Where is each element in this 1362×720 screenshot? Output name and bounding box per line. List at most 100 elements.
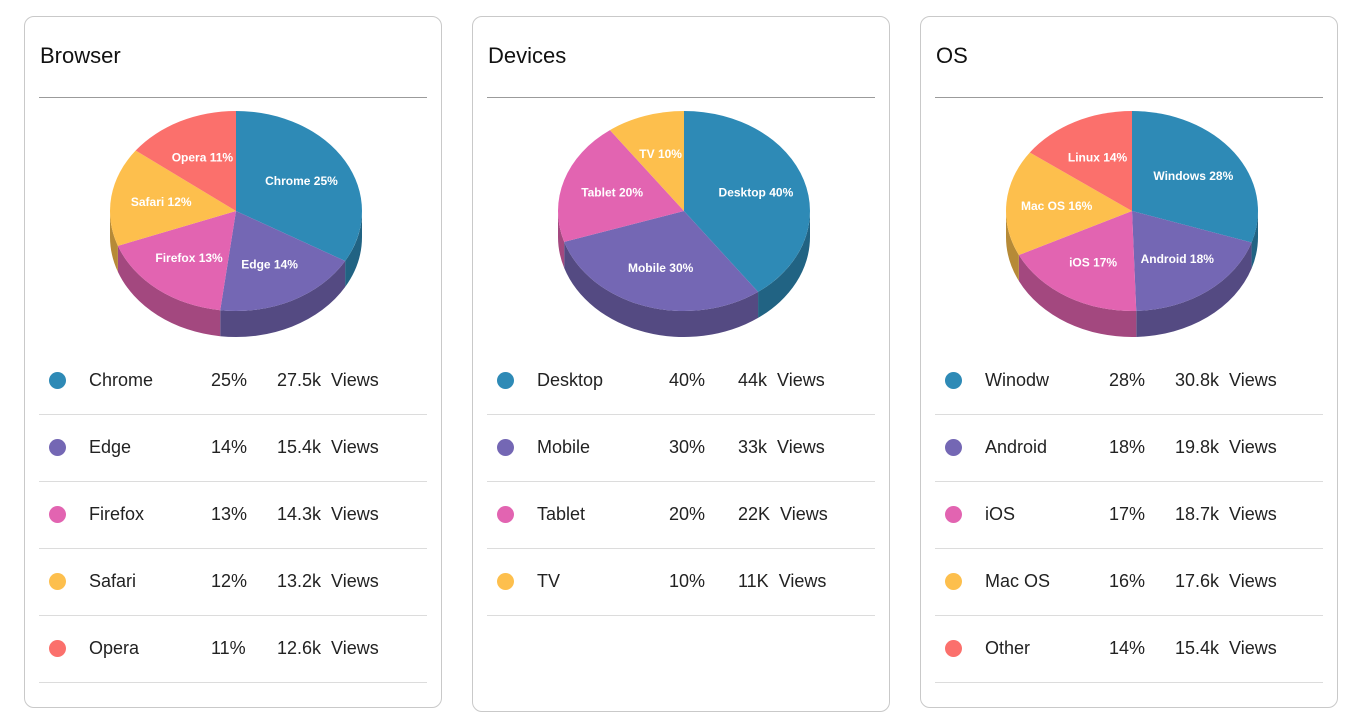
- legend-views: 22K Views: [738, 504, 828, 525]
- pie-slice: [1132, 211, 1252, 311]
- legend-dot-icon: [497, 506, 514, 523]
- pie-slice-side: [1136, 242, 1252, 337]
- legend-percent: 17%: [1109, 504, 1146, 524]
- slice-label: Windows 28%: [1153, 169, 1233, 183]
- views-count: 15.4k: [1175, 638, 1220, 658]
- legend-row: Other 14% 15.4k Views: [935, 616, 1323, 683]
- legend-dot-icon: [49, 573, 66, 590]
- legend-views: 15.4k Views: [1175, 638, 1277, 659]
- card-title: Devices: [488, 43, 567, 68]
- pie-slice-side: [564, 241, 759, 338]
- pie-slice: [1029, 111, 1132, 211]
- pie-slice: [236, 111, 362, 261]
- legend-row: Opera 11% 12.6k Views: [39, 616, 427, 683]
- slice-label: Linux 14%: [1068, 151, 1128, 165]
- legend-row: iOS 17% 18.7k Views: [935, 482, 1323, 549]
- legend-dot-icon: [945, 573, 962, 590]
- views-unit: Views: [1229, 638, 1277, 658]
- slice-label: Opera 11%: [172, 150, 234, 164]
- legend-percent: 12%: [211, 571, 248, 591]
- views-unit: Views: [1229, 437, 1277, 457]
- legend-dot-icon: [945, 439, 962, 456]
- legend-views: 44k Views: [738, 370, 825, 391]
- pie-slice-side: [345, 211, 362, 287]
- legend-dot-icon: [49, 640, 66, 657]
- title-divider: [487, 97, 875, 98]
- legend-dot-icon: [49, 372, 66, 389]
- pie-slice-side: [1006, 211, 1019, 282]
- legend-percent: 14%: [211, 437, 248, 457]
- pie-slice: [684, 111, 810, 292]
- views-count: 17.6k: [1175, 571, 1220, 591]
- legend-name: Mac OS: [985, 571, 1051, 591]
- pie-chart: Chrome 25% Edge 14% Firefox 13% Safari 12% O…: [109, 111, 362, 337]
- legend-percent: 30%: [669, 437, 706, 457]
- views-count: 19.8k: [1175, 437, 1220, 457]
- legend-name: Winodw: [985, 370, 1050, 390]
- legend-percent: 14%: [1109, 638, 1146, 658]
- legend-name: Edge: [89, 437, 132, 457]
- legend-name: Chrome: [89, 370, 154, 390]
- slice-label: Android 18%: [1141, 252, 1215, 266]
- os-card: OS Windows 28% Android 18% iOS 17% Mac OS 1…: [920, 16, 1338, 708]
- pie-slice-side: [1018, 255, 1137, 338]
- title-divider: [39, 97, 427, 98]
- legend-views: 11K Views: [738, 571, 826, 592]
- legend-views: 30.8k Views: [1175, 370, 1277, 391]
- legend-dot-icon: [945, 372, 962, 389]
- pie-slice: [564, 211, 759, 311]
- card-title: OS: [936, 43, 968, 68]
- legend-dot-icon: [497, 372, 514, 389]
- views-count: 30.8k: [1175, 370, 1220, 390]
- views-unit: Views: [1229, 370, 1277, 390]
- pie-slice: [609, 111, 684, 211]
- views-unit: Views: [331, 571, 379, 591]
- pie-slice-side: [758, 211, 810, 318]
- legend-row: Tablet 20% 22K Views: [487, 482, 875, 549]
- pie-slice: [117, 211, 236, 311]
- legend-name: Other: [985, 638, 1031, 658]
- views-count: 33k: [738, 437, 768, 457]
- legend-name: Mobile: [537, 437, 591, 457]
- pie-chart: Desktop 40% Mobile 30% Tablet 20% TV 10%: [558, 111, 810, 338]
- views-unit: Views: [777, 370, 825, 390]
- legend-dot-icon: [497, 439, 514, 456]
- slice-label: Safari 12%: [131, 195, 192, 209]
- legend-row: Android 18% 19.8k Views: [935, 415, 1323, 482]
- legend-name: iOS: [985, 504, 1016, 524]
- views-count: 22K: [738, 504, 771, 524]
- legend-percent: 40%: [669, 370, 706, 390]
- legend-row: Firefox 13% 14.3k Views: [39, 482, 427, 549]
- views-unit: Views: [331, 638, 379, 658]
- legend-name: TV: [537, 571, 561, 591]
- legend-views: 13.2k Views: [277, 571, 379, 592]
- legend-row: Chrome 25% 27.5k Views: [39, 348, 427, 415]
- views-unit: Views: [1229, 571, 1277, 591]
- legend-views: 17.6k Views: [1175, 571, 1277, 592]
- views-unit: Views: [780, 504, 828, 524]
- pie-slice-side: [117, 245, 221, 337]
- views-count: 13.2k: [277, 571, 322, 591]
- legend-dot-icon: [49, 439, 66, 456]
- views-count: 44k: [738, 370, 768, 390]
- legend-row: Safari 12% 13.2k Views: [39, 549, 427, 616]
- legend-name: Opera: [89, 638, 140, 658]
- legend-name: Tablet: [537, 504, 586, 524]
- slice-label: Mac OS 16%: [1021, 199, 1093, 213]
- views-count: 14.3k: [277, 504, 322, 524]
- views-count: 11K: [738, 571, 769, 591]
- pie-slice: [109, 150, 236, 246]
- pie-slice-side: [110, 211, 118, 272]
- pie-slice: [1132, 111, 1258, 243]
- card-title: Browser: [40, 43, 121, 68]
- views-count: 15.4k: [277, 437, 322, 457]
- legend-views: 14.3k Views: [277, 504, 379, 525]
- legend-name: Firefox: [89, 504, 145, 524]
- slice-label: Desktop 40%: [719, 185, 794, 199]
- slice-label: Tablet 20%: [581, 185, 643, 199]
- views-unit: Views: [777, 437, 825, 457]
- views-unit: Views: [778, 571, 827, 591]
- legend-dot-icon: [497, 573, 514, 590]
- pie-slice-side: [1251, 211, 1258, 269]
- legend-name: Android: [985, 437, 1048, 457]
